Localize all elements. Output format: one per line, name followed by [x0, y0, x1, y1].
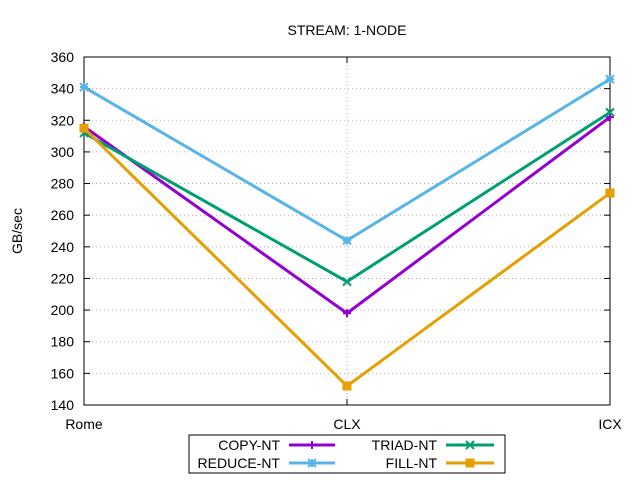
series-group — [79, 107, 615, 287]
data-point — [605, 188, 615, 198]
y-tick-label: 220 — [51, 270, 75, 286]
legend-marker — [465, 440, 475, 450]
y-tick-label: 340 — [51, 81, 75, 97]
y-tick-label: 280 — [51, 176, 75, 192]
data-point — [342, 276, 352, 287]
data-point — [605, 74, 615, 84]
axes — [83, 56, 611, 406]
legend-box — [188, 434, 506, 474]
y-tick-label: 260 — [51, 207, 75, 223]
legend-label: REDUCE-NT — [198, 455, 281, 471]
series-group — [79, 74, 615, 246]
legend-marker — [465, 458, 475, 468]
y-tick-label: 360 — [51, 49, 75, 65]
legend-label: COPY-NT — [218, 437, 280, 453]
series-line — [83, 77, 611, 243]
legend: COPY-NT TRIAD-NT REDUCE-NT FILL-NT — [188, 434, 506, 474]
data-point — [79, 82, 89, 92]
y-tick-label: 180 — [51, 334, 75, 350]
plot-border — [83, 56, 611, 406]
data-point — [605, 107, 615, 118]
legend-label: FILL-NT — [386, 455, 438, 471]
x-tick-labels: Rome CLX ICX — [65, 416, 622, 432]
chart-title: STREAM: 1-NODE — [287, 22, 406, 38]
data-point — [343, 309, 351, 318]
x-tick-label: Rome — [65, 416, 103, 432]
series-group — [79, 123, 615, 391]
y-tick-label: 300 — [51, 144, 75, 160]
data-point — [342, 235, 352, 246]
x-tick-label: CLX — [333, 416, 361, 432]
series-lines — [79, 74, 615, 391]
y-tick-label: 140 — [51, 397, 75, 413]
y-tick-label: 320 — [51, 112, 75, 128]
y-tick-label: 160 — [51, 365, 75, 381]
legend-marker — [307, 458, 317, 468]
grid — [84, 57, 610, 405]
y-axis-label: GB/sec — [9, 208, 25, 254]
y-tick-labels: 140 160 180 200 220 240 260 280 300 320 340 360 — [51, 49, 75, 413]
data-point — [606, 113, 614, 122]
y-tick-label: 200 — [51, 302, 75, 318]
legend-label: TRIAD-NT — [372, 437, 438, 453]
y-tick-label: 240 — [51, 239, 75, 255]
series-line — [83, 115, 611, 316]
data-point — [79, 123, 89, 133]
x-tick-label: ICX — [598, 416, 622, 432]
legend-marker — [308, 441, 316, 449]
data-point — [342, 381, 352, 391]
